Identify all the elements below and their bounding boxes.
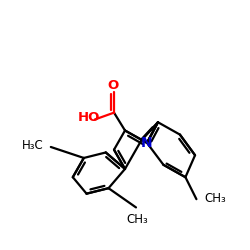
Text: N: N [140, 136, 152, 150]
Text: CH₃: CH₃ [205, 192, 227, 204]
Text: CH₃: CH₃ [126, 214, 148, 226]
Text: H₃C: H₃C [22, 140, 43, 152]
Text: HO: HO [78, 111, 100, 124]
Text: O: O [107, 80, 118, 92]
